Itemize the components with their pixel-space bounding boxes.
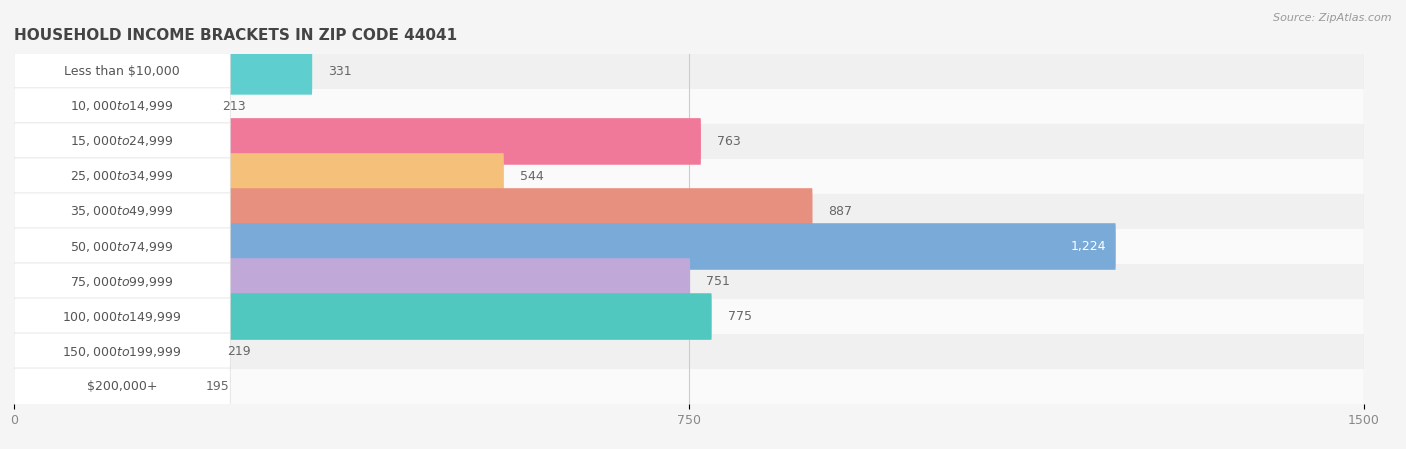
FancyBboxPatch shape (14, 158, 231, 195)
FancyBboxPatch shape (14, 48, 312, 95)
FancyBboxPatch shape (14, 123, 231, 160)
Text: $100,000 to $149,999: $100,000 to $149,999 (62, 309, 181, 324)
Text: 219: 219 (228, 345, 250, 358)
FancyBboxPatch shape (14, 83, 207, 130)
Text: $200,000+: $200,000+ (87, 380, 157, 393)
FancyBboxPatch shape (14, 188, 813, 235)
FancyBboxPatch shape (14, 363, 190, 410)
FancyBboxPatch shape (14, 118, 702, 165)
FancyBboxPatch shape (14, 228, 231, 265)
Text: 751: 751 (706, 275, 730, 288)
FancyBboxPatch shape (14, 89, 1364, 124)
Text: 887: 887 (828, 205, 852, 218)
FancyBboxPatch shape (14, 333, 231, 370)
Text: $35,000 to $49,999: $35,000 to $49,999 (70, 204, 174, 219)
Text: 763: 763 (717, 135, 741, 148)
Text: 775: 775 (728, 310, 752, 323)
FancyBboxPatch shape (14, 264, 1364, 299)
Text: $75,000 to $99,999: $75,000 to $99,999 (70, 274, 174, 289)
Text: Source: ZipAtlas.com: Source: ZipAtlas.com (1274, 13, 1392, 23)
Text: 331: 331 (328, 65, 352, 78)
FancyBboxPatch shape (14, 328, 211, 375)
Text: Less than $10,000: Less than $10,000 (65, 65, 180, 78)
FancyBboxPatch shape (14, 369, 1364, 404)
FancyBboxPatch shape (14, 194, 1364, 229)
FancyBboxPatch shape (14, 334, 1364, 369)
FancyBboxPatch shape (14, 88, 231, 125)
Text: $50,000 to $74,999: $50,000 to $74,999 (70, 239, 174, 254)
FancyBboxPatch shape (14, 153, 503, 200)
FancyBboxPatch shape (14, 299, 1364, 334)
Text: $15,000 to $24,999: $15,000 to $24,999 (70, 134, 174, 149)
Text: $150,000 to $199,999: $150,000 to $199,999 (62, 344, 181, 359)
FancyBboxPatch shape (14, 229, 1364, 264)
Text: 544: 544 (520, 170, 544, 183)
FancyBboxPatch shape (14, 124, 1364, 159)
Text: 1,224: 1,224 (1071, 240, 1107, 253)
FancyBboxPatch shape (14, 293, 711, 340)
Text: 213: 213 (222, 100, 246, 113)
Text: $10,000 to $14,999: $10,000 to $14,999 (70, 99, 174, 114)
FancyBboxPatch shape (14, 298, 231, 335)
Text: $25,000 to $34,999: $25,000 to $34,999 (70, 169, 174, 184)
FancyBboxPatch shape (14, 223, 1116, 270)
Text: 195: 195 (205, 380, 229, 393)
FancyBboxPatch shape (14, 263, 231, 300)
Text: HOUSEHOLD INCOME BRACKETS IN ZIP CODE 44041: HOUSEHOLD INCOME BRACKETS IN ZIP CODE 44… (14, 28, 457, 43)
FancyBboxPatch shape (14, 258, 690, 305)
FancyBboxPatch shape (14, 54, 1364, 89)
FancyBboxPatch shape (14, 159, 1364, 194)
FancyBboxPatch shape (14, 368, 231, 405)
FancyBboxPatch shape (14, 193, 231, 230)
FancyBboxPatch shape (14, 53, 231, 90)
